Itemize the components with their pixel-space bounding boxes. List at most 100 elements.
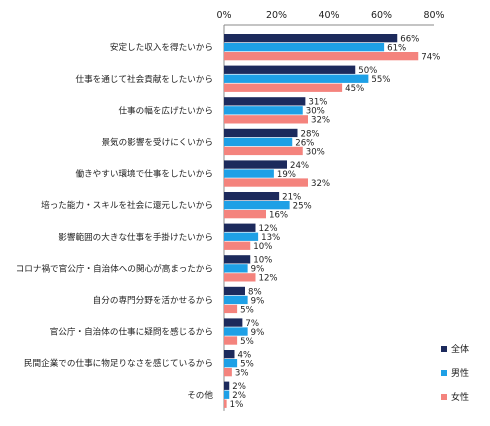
bar: [224, 65, 356, 74]
bar: [224, 106, 303, 115]
bar: [224, 34, 398, 43]
data-label: 4%: [238, 351, 252, 361]
data-label: 26%: [295, 138, 314, 148]
x-tick-label: 20%: [266, 10, 287, 21]
bar: [224, 264, 248, 273]
category-label: 官公庁・自治体の仕事に疑問を感じるから: [50, 326, 213, 338]
category-label: 自分の専門分野を活かせるから: [93, 294, 213, 306]
data-label: 3%: [235, 369, 249, 379]
category-label: 民間企業での仕事に物足りなさを感じているから: [24, 357, 213, 369]
data-label: 30%: [306, 107, 325, 117]
bar: [224, 115, 308, 124]
bar: [224, 286, 245, 296]
bar: [224, 241, 251, 250]
data-label: 25%: [293, 202, 312, 212]
data-label: 31%: [308, 98, 327, 108]
data-label: 16%: [269, 211, 288, 221]
bar: [224, 160, 287, 169]
data-label: 9%: [251, 296, 265, 306]
data-label: 5%: [240, 360, 254, 370]
bar: [224, 318, 243, 327]
data-label: 50%: [358, 66, 377, 76]
bar: [224, 350, 235, 359]
category-label: 仕事の幅を広げたいから: [118, 104, 213, 116]
bar: [224, 327, 248, 336]
bar: [224, 304, 238, 314]
legend-swatch: [441, 394, 447, 400]
bar: [224, 52, 419, 61]
bar: [224, 201, 290, 210]
bar: [224, 359, 238, 368]
category-label: 培った能力・スキルを社会に還元したいから: [41, 199, 213, 211]
data-label: 32%: [311, 116, 330, 126]
legend-swatch: [441, 370, 447, 376]
data-label: 9%: [251, 328, 265, 338]
data-label: 10%: [253, 256, 272, 266]
data-label: 2%: [232, 391, 246, 401]
data-label: 2%: [232, 382, 246, 392]
bar: [224, 399, 227, 408]
data-label: 24%: [290, 161, 309, 171]
data-label: 12%: [259, 274, 278, 284]
legend-label: 全体: [451, 343, 469, 355]
data-label: 45%: [345, 84, 364, 94]
bar: [224, 97, 306, 106]
legend-label: 男性: [451, 367, 469, 379]
data-label: 61%: [387, 44, 406, 54]
category-labels: 安定した収入を得たいから仕事を通じて社会貢献をしたいから仕事の幅を広げたいから景…: [16, 41, 214, 401]
x-tick-label: 60%: [371, 10, 392, 21]
data-label: 9%: [251, 265, 265, 275]
bar: [224, 232, 259, 241]
category-label: 景気の影響を受けにくいから: [101, 136, 213, 148]
legend-label: 女性: [451, 391, 469, 403]
category-label: 影響範囲の大きな仕事を手掛けたいから: [58, 231, 213, 243]
bar: [224, 146, 303, 156]
data-label: 8%: [248, 287, 262, 297]
data-label: 74%: [421, 53, 440, 63]
bar: [224, 74, 369, 83]
data-label: 5%: [240, 305, 254, 315]
bar: [224, 178, 308, 187]
data-label: 1%: [230, 400, 244, 410]
data-label: 30%: [306, 147, 325, 157]
bar: [224, 137, 293, 147]
category-label: コロナ禍で官公庁・自治体への関心が高まったから: [16, 262, 213, 274]
data-label: 12%: [259, 224, 278, 234]
category-label: 安定した収入を得たいから: [110, 41, 213, 53]
category-label: 仕事を通じて社会貢献をしたいから: [75, 73, 213, 85]
data-label: 19%: [277, 170, 296, 180]
bar: [224, 295, 248, 305]
bar: [224, 390, 230, 399]
data-label: 32%: [311, 179, 330, 189]
data-label: 7%: [245, 319, 259, 329]
category-label: 働きやすい環境で仕事をしたいから: [75, 168, 213, 180]
bar: [224, 128, 298, 138]
bar: [224, 255, 251, 264]
x-tick-label: 80%: [423, 10, 444, 21]
x-tick-label: 40%: [318, 10, 339, 21]
bar: [224, 368, 232, 377]
data-label: 10%: [253, 242, 272, 252]
bars: [224, 34, 419, 408]
data-label: 21%: [282, 193, 301, 203]
data-label: 5%: [240, 337, 254, 347]
legend-swatch: [441, 346, 447, 352]
bar: [224, 192, 280, 201]
bar: [224, 223, 256, 232]
data-label: 66%: [400, 35, 419, 45]
data-label: 55%: [371, 75, 390, 85]
bar: [224, 381, 230, 390]
bar: [224, 169, 274, 178]
data-label: 13%: [261, 233, 280, 243]
bar: [224, 336, 238, 345]
category-label: その他: [187, 389, 213, 401]
value-labels: 66%61%74%50%55%45%31%30%32%28%26%30%24%1…: [230, 35, 441, 411]
x-axis-ticks: 0% 20% 40% 60% 80%: [216, 10, 444, 21]
bar: [224, 83, 343, 92]
data-label: 28%: [301, 129, 320, 139]
x-tick-label: 0%: [216, 10, 231, 21]
bar: [224, 273, 256, 282]
bar: [224, 43, 385, 52]
